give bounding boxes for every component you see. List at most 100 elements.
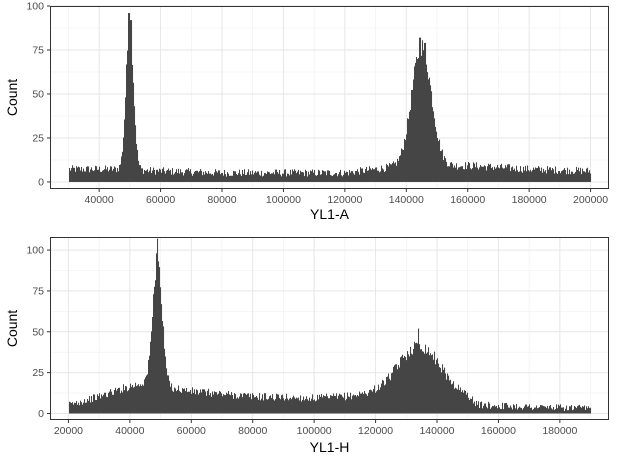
histogram-bar	[428, 79, 430, 182]
histogram-bar	[304, 400, 306, 414]
histogram-bar	[513, 404, 515, 414]
histogram-bar	[512, 409, 514, 414]
histogram-bar	[74, 402, 76, 414]
histogram-bar	[253, 394, 255, 414]
histogram-bar	[551, 170, 553, 182]
histogram-bar	[140, 384, 142, 414]
histogram-bar	[240, 174, 242, 182]
histogram-bar	[138, 160, 140, 182]
histogram-bar	[360, 393, 362, 414]
histogram-bar	[430, 353, 432, 414]
histogram-bar	[394, 365, 396, 414]
histogram-bar	[475, 167, 477, 182]
histogram-bar	[82, 171, 84, 182]
histogram-bar	[97, 394, 99, 414]
histogram-bar	[564, 410, 566, 414]
histogram-bar	[419, 37, 421, 182]
histogram-bar	[541, 405, 543, 414]
histogram-bar	[547, 405, 549, 414]
histogram-bar	[101, 171, 103, 182]
histogram-bar	[389, 163, 391, 182]
histogram-bar	[590, 173, 592, 182]
histogram-bar	[349, 169, 351, 182]
histogram-bar	[391, 373, 393, 414]
histogram-bar	[413, 348, 415, 414]
histogram-bar	[276, 169, 278, 182]
histogram-bar	[257, 397, 259, 414]
histogram-bar	[491, 407, 493, 414]
histogram-bar	[569, 406, 571, 414]
histogram-bar	[128, 390, 130, 414]
histogram-bar	[310, 401, 312, 414]
histogram-bar	[263, 400, 265, 414]
histogram-bar	[356, 396, 358, 414]
histogram-bar	[529, 171, 531, 182]
histogram-bar	[345, 400, 347, 414]
histogram-bar	[405, 140, 407, 182]
histogram-bar	[89, 172, 91, 182]
histogram-bar	[147, 169, 149, 182]
histogram-bar	[346, 171, 348, 182]
histogram-bar	[177, 173, 179, 182]
histogram-bar	[71, 168, 73, 182]
histogram-bar	[102, 396, 104, 414]
histogram-bar	[81, 402, 83, 414]
histogram-bar	[532, 409, 534, 414]
histogram-bar	[338, 174, 340, 182]
histogram-bar	[495, 168, 497, 182]
histogram-bar	[583, 406, 585, 414]
histogram-bar	[201, 392, 203, 414]
histogram-bar	[522, 172, 524, 182]
histogram-bar	[179, 173, 181, 182]
histogram-bar	[489, 403, 491, 414]
histogram-bar	[148, 359, 150, 414]
histogram-bar	[285, 169, 287, 182]
histogram-bar	[480, 402, 482, 414]
histogram-bar	[187, 169, 189, 182]
histogram-bar	[405, 356, 407, 414]
histogram-bar	[495, 406, 497, 414]
histogram-bar	[365, 169, 367, 182]
x-tick-label: 140000	[419, 425, 454, 437]
histogram-bar	[126, 386, 128, 414]
histogram-bar	[321, 174, 323, 182]
histogram-bar	[327, 396, 329, 414]
histogram-bar	[267, 171, 269, 182]
histogram-bar	[344, 170, 346, 182]
histogram-bar	[221, 173, 223, 182]
histogram-bar	[362, 168, 364, 182]
histogram-bar	[236, 174, 238, 182]
histogram-bar	[546, 173, 548, 182]
histogram-bar	[289, 398, 291, 414]
histogram-bar	[154, 169, 156, 182]
histogram-bar	[259, 174, 261, 182]
histogram-bar	[408, 119, 410, 182]
histogram-bar	[165, 356, 167, 414]
histogram-bar	[122, 392, 124, 414]
histogram-bar	[204, 389, 206, 414]
histogram-bar	[175, 388, 177, 414]
histogram-bar	[341, 394, 343, 414]
histogram-bar	[255, 171, 257, 182]
histogram-bar	[584, 405, 586, 414]
histogram-bar	[548, 408, 550, 414]
histogram-bar	[149, 170, 151, 182]
histogram-bar	[193, 173, 195, 182]
histogram-bar	[472, 396, 474, 414]
histogram-bar	[144, 169, 146, 182]
histogram-bar	[439, 367, 441, 414]
histogram-bar	[418, 328, 420, 414]
histogram-bar	[134, 106, 136, 182]
histogram-bar	[447, 373, 449, 414]
histogram-bar	[420, 37, 422, 182]
histogram-bar	[573, 409, 575, 414]
histogram-bar	[174, 173, 176, 182]
histogram-bar	[180, 169, 182, 182]
histogram-bar	[109, 169, 111, 182]
histogram-bar	[540, 170, 542, 182]
histogram-bar	[542, 172, 544, 182]
histogram-bar	[183, 175, 185, 182]
histogram-bar	[324, 395, 326, 414]
histogram-bar	[135, 382, 137, 414]
histogram-bar	[511, 407, 513, 414]
